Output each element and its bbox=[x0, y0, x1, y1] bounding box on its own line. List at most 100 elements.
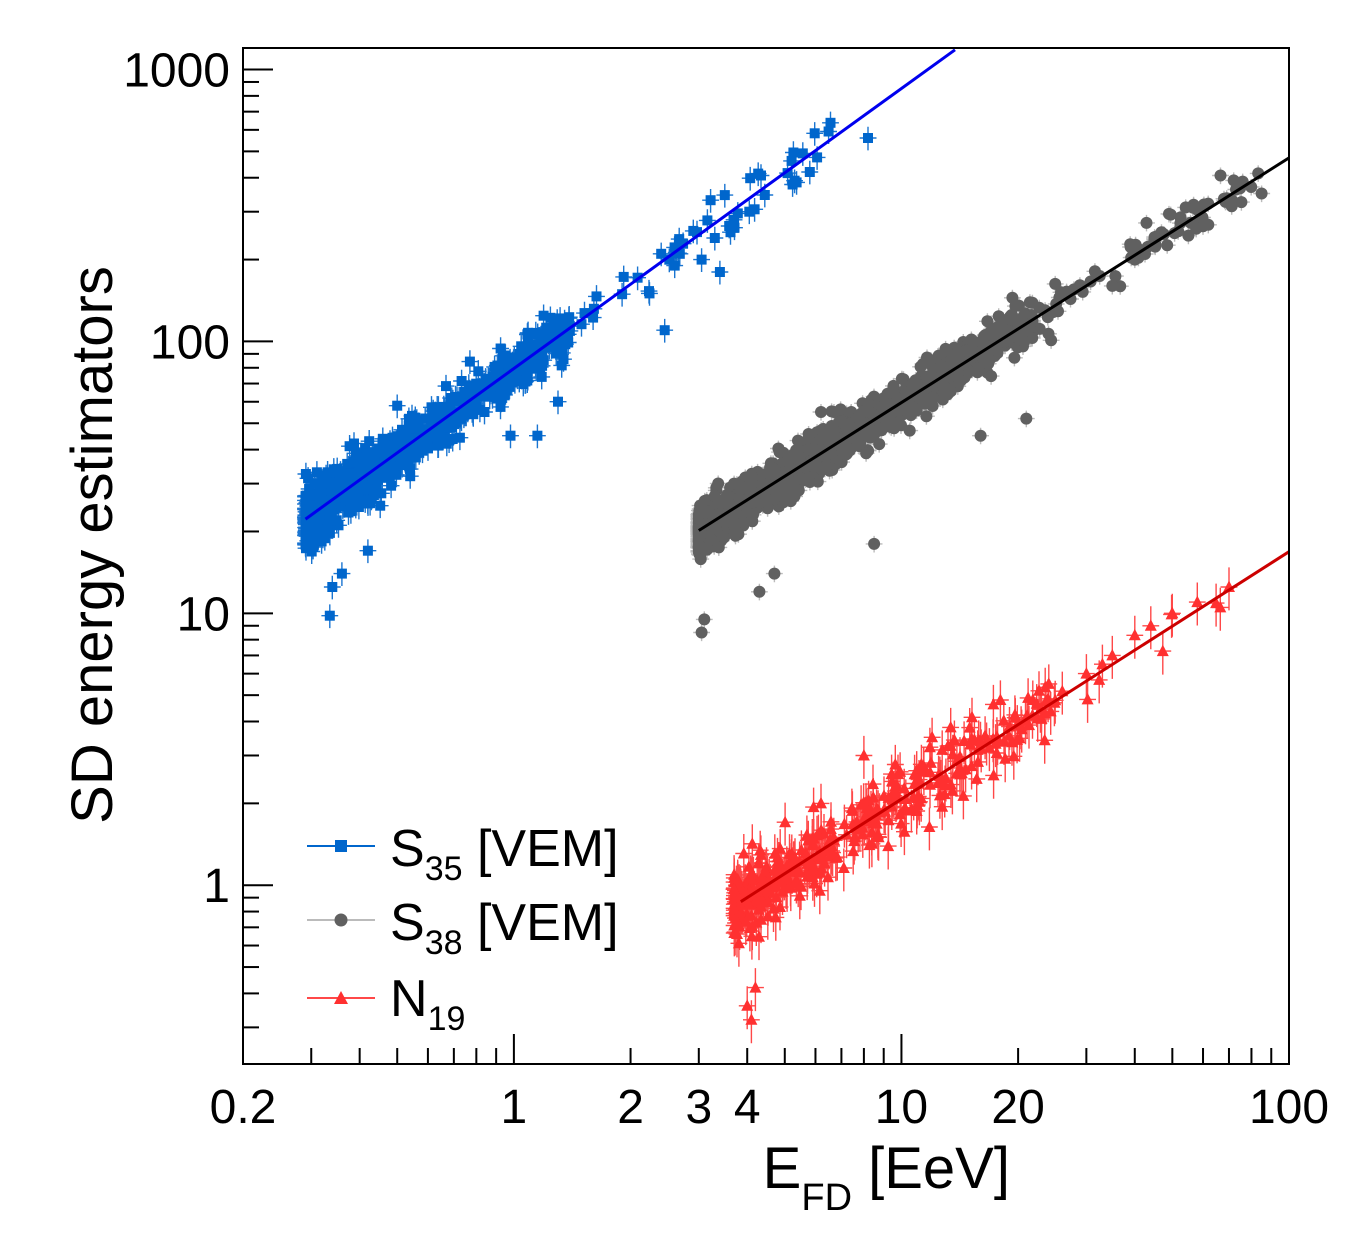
data-point bbox=[456, 376, 467, 386]
data-point bbox=[463, 380, 474, 391]
data-point bbox=[588, 303, 599, 314]
data-point bbox=[545, 312, 556, 323]
data-point bbox=[725, 227, 736, 238]
data-point bbox=[314, 507, 325, 518]
data-point bbox=[368, 490, 379, 500]
data-point bbox=[702, 215, 713, 226]
data-point bbox=[789, 175, 800, 186]
data-point bbox=[324, 527, 335, 538]
data-point bbox=[324, 610, 335, 621]
data-point bbox=[392, 431, 403, 442]
data-point bbox=[516, 341, 527, 352]
data-point bbox=[464, 356, 475, 367]
data-point bbox=[361, 450, 372, 460]
data-point bbox=[809, 128, 820, 139]
data-point bbox=[355, 465, 366, 475]
data-point bbox=[345, 500, 356, 511]
data-point bbox=[399, 454, 410, 464]
data-point bbox=[441, 381, 451, 392]
data-point bbox=[729, 214, 740, 225]
data-point bbox=[334, 483, 345, 494]
data-point bbox=[433, 432, 444, 443]
data-point bbox=[530, 327, 541, 338]
data-point bbox=[523, 327, 534, 338]
data-point bbox=[352, 472, 363, 483]
data-point bbox=[368, 454, 378, 465]
data-point bbox=[350, 501, 361, 511]
data-point bbox=[557, 347, 568, 358]
data-point bbox=[576, 319, 587, 330]
data-point bbox=[523, 350, 533, 360]
data-point bbox=[345, 506, 356, 517]
data-point bbox=[709, 233, 720, 243]
data-point bbox=[588, 312, 599, 323]
data-point bbox=[377, 472, 388, 483]
data-point bbox=[644, 288, 655, 299]
data-point bbox=[579, 308, 590, 319]
data-point bbox=[551, 348, 562, 359]
data-point bbox=[342, 474, 353, 485]
data-point bbox=[479, 407, 490, 417]
data-point bbox=[559, 315, 570, 326]
data-point bbox=[432, 402, 443, 413]
data-point bbox=[474, 384, 485, 395]
data-point bbox=[744, 206, 755, 217]
data-point bbox=[403, 420, 414, 431]
data-point bbox=[538, 310, 549, 321]
data-point bbox=[312, 514, 323, 525]
data-point bbox=[461, 408, 472, 419]
data-point bbox=[392, 400, 403, 411]
data-point bbox=[745, 173, 756, 184]
data-point bbox=[441, 409, 452, 420]
data-point bbox=[553, 396, 563, 407]
data-point bbox=[387, 464, 398, 475]
data-point bbox=[797, 148, 808, 159]
data-point bbox=[495, 401, 506, 412]
data-point bbox=[343, 468, 354, 479]
data-point bbox=[786, 155, 797, 166]
data-point bbox=[302, 516, 312, 527]
data-point bbox=[327, 498, 338, 509]
data-point bbox=[300, 530, 311, 541]
data-point bbox=[387, 432, 398, 443]
data-point bbox=[302, 507, 313, 517]
data-point bbox=[430, 407, 441, 418]
data-point bbox=[360, 443, 371, 454]
data-point bbox=[414, 436, 425, 446]
data-point bbox=[749, 204, 760, 215]
data-point bbox=[317, 530, 328, 541]
data-point bbox=[311, 467, 322, 478]
data-point bbox=[423, 443, 433, 454]
data-point bbox=[350, 455, 361, 466]
data-point bbox=[497, 350, 508, 361]
data-point bbox=[447, 434, 458, 444]
data-point bbox=[454, 432, 465, 443]
data-point bbox=[420, 413, 431, 424]
data-point bbox=[534, 341, 545, 352]
data-point bbox=[756, 170, 766, 181]
data-point bbox=[664, 254, 675, 265]
data-point bbox=[310, 527, 321, 538]
data-point bbox=[558, 354, 569, 365]
data-point bbox=[536, 371, 547, 382]
data-point bbox=[408, 433, 419, 444]
data-point bbox=[331, 515, 342, 526]
data-point bbox=[546, 341, 557, 352]
data-point bbox=[493, 384, 504, 395]
data-point bbox=[325, 477, 336, 488]
data-point bbox=[759, 190, 770, 200]
data-point bbox=[863, 133, 873, 143]
data-point bbox=[480, 375, 491, 386]
data-point bbox=[384, 472, 395, 483]
data-point bbox=[499, 389, 510, 400]
fit-line-0 bbox=[304, 48, 956, 521]
data-point bbox=[327, 582, 338, 592]
data-point bbox=[823, 126, 834, 137]
data-point bbox=[724, 221, 735, 231]
data-point bbox=[696, 254, 707, 265]
data-point bbox=[556, 360, 567, 371]
data-point bbox=[473, 366, 484, 377]
data-point bbox=[719, 190, 730, 201]
